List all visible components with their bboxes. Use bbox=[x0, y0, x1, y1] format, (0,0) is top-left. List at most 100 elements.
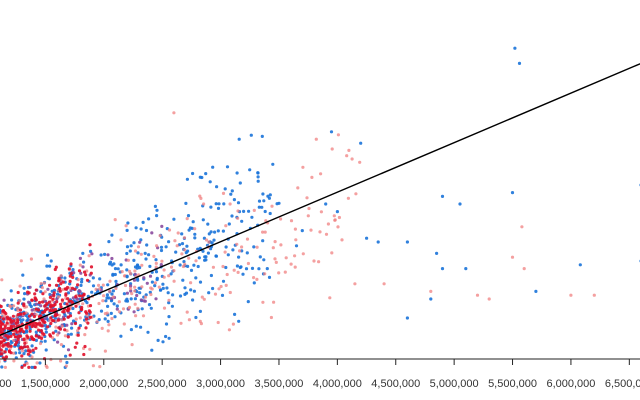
data-point bbox=[148, 264, 152, 268]
data-point bbox=[65, 360, 69, 365]
data-point bbox=[260, 134, 264, 138]
data-point bbox=[186, 214, 191, 218]
data-point bbox=[382, 282, 386, 286]
data-point bbox=[2, 343, 6, 347]
data-point bbox=[2, 298, 6, 302]
data-point bbox=[201, 249, 205, 253]
data-point bbox=[440, 194, 445, 198]
data-point bbox=[39, 329, 44, 333]
data-point bbox=[77, 289, 81, 293]
data-point bbox=[105, 293, 109, 297]
data-point bbox=[376, 240, 380, 244]
data-point bbox=[134, 226, 138, 230]
data-point bbox=[257, 267, 261, 271]
data-point bbox=[49, 321, 53, 326]
data-point bbox=[110, 316, 114, 321]
data-point bbox=[44, 364, 48, 368]
data-point bbox=[3, 350, 7, 354]
data-point bbox=[196, 264, 200, 269]
data-point bbox=[25, 334, 29, 338]
data-point bbox=[231, 322, 235, 326]
data-point bbox=[143, 251, 147, 255]
data-point bbox=[180, 232, 184, 236]
data-point bbox=[340, 238, 344, 242]
data-point bbox=[128, 249, 132, 253]
data-point bbox=[76, 333, 80, 337]
data-point bbox=[353, 282, 357, 286]
data-point bbox=[198, 194, 202, 198]
data-point bbox=[26, 352, 30, 356]
data-point bbox=[133, 249, 138, 253]
data-point bbox=[90, 290, 94, 294]
data-point bbox=[144, 257, 148, 261]
data-point bbox=[57, 287, 62, 291]
data-point bbox=[111, 295, 115, 299]
data-point bbox=[186, 249, 190, 253]
data-point bbox=[125, 245, 130, 249]
data-point bbox=[108, 262, 112, 266]
data-point bbox=[319, 210, 323, 214]
data-point bbox=[43, 317, 47, 321]
data-point bbox=[6, 344, 10, 348]
data-point bbox=[43, 290, 47, 294]
data-point bbox=[221, 264, 225, 269]
data-point bbox=[181, 278, 185, 282]
data-point bbox=[60, 324, 64, 328]
data-point bbox=[185, 217, 189, 221]
data-point bbox=[534, 289, 538, 293]
data-point bbox=[289, 219, 294, 223]
data-point bbox=[160, 224, 164, 228]
x-tick-label: 6,500,000 bbox=[605, 378, 640, 390]
data-point bbox=[3, 326, 7, 330]
data-point bbox=[246, 300, 250, 304]
data-point bbox=[45, 253, 50, 257]
data-point bbox=[155, 276, 159, 280]
data-point bbox=[62, 317, 66, 321]
data-point bbox=[180, 242, 185, 246]
data-point bbox=[91, 276, 95, 280]
data-point bbox=[158, 234, 162, 238]
data-point bbox=[64, 287, 68, 291]
data-point bbox=[245, 237, 250, 241]
data-point bbox=[236, 216, 240, 220]
data-point bbox=[114, 286, 118, 291]
data-point bbox=[15, 306, 19, 310]
x-tick-label: 5,500,000 bbox=[488, 378, 537, 390]
data-point bbox=[82, 260, 86, 264]
data-point bbox=[86, 321, 90, 325]
data-point bbox=[106, 283, 110, 287]
data-point bbox=[141, 314, 146, 318]
data-point bbox=[265, 267, 269, 271]
data-point bbox=[517, 61, 522, 65]
data-point bbox=[137, 286, 141, 290]
data-point bbox=[150, 280, 154, 284]
data-point bbox=[145, 243, 149, 247]
data-point bbox=[204, 172, 208, 176]
data-point bbox=[19, 259, 23, 263]
data-point bbox=[270, 204, 274, 208]
data-point bbox=[216, 206, 221, 210]
data-point bbox=[84, 310, 88, 314]
data-point bbox=[277, 271, 281, 275]
data-point bbox=[143, 295, 148, 299]
data-point bbox=[3, 365, 7, 369]
data-point bbox=[89, 265, 94, 269]
data-point bbox=[405, 240, 409, 244]
data-point bbox=[27, 291, 31, 295]
data-point bbox=[41, 311, 45, 315]
data-point bbox=[235, 264, 239, 268]
data-point bbox=[211, 286, 215, 291]
data-point bbox=[0, 278, 4, 282]
data-point bbox=[69, 262, 73, 266]
data-point bbox=[106, 253, 110, 257]
data-point bbox=[133, 265, 138, 269]
data-point bbox=[279, 243, 283, 247]
data-point bbox=[134, 314, 138, 318]
data-point bbox=[300, 229, 304, 233]
data-point bbox=[43, 320, 47, 324]
data-point bbox=[76, 278, 80, 282]
data-point bbox=[12, 359, 16, 363]
data-point bbox=[30, 308, 34, 312]
data-point bbox=[237, 255, 241, 259]
